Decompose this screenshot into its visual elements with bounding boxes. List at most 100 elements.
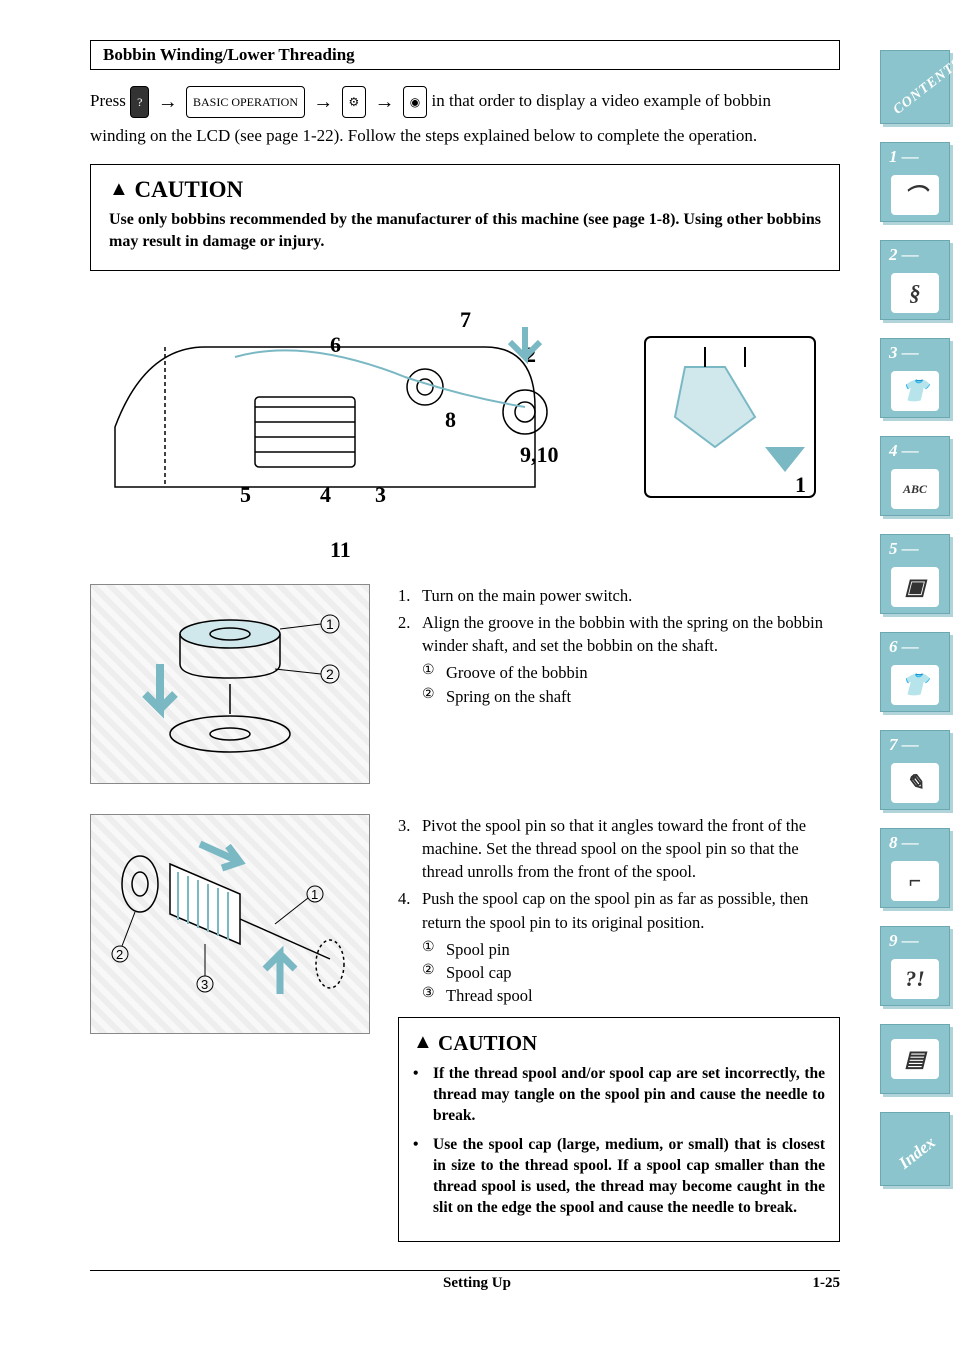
press-prefix: Press [90,91,126,110]
section-header: Bobbin Winding/Lower Threading [90,40,840,70]
caution-bullet-text: If the thread spool and/or spool cap are… [433,1064,825,1127]
caution-box-1: ▲ CAUTION Use only bobbins recommended b… [90,164,840,271]
sewing-machine-icon: ⌒ [891,175,939,215]
tab-num: 4 — [889,441,919,461]
design-icon: ✎ [891,763,939,803]
video-button-icon: ◉ [403,86,427,118]
step-num: 4. [398,887,422,933]
tab-num: 3 — [889,343,919,363]
tab-num: 1 — [889,147,919,167]
sub-text: Spool cap [446,961,512,984]
steps-row-2: 1 2 3 3.Pivot the spool pin so that it a… [90,814,840,1242]
step-text: Align the groove in the bobbin with the … [422,611,840,657]
tab-chapter-5[interactable]: 5 — ▣ [880,534,950,614]
tab-label: CONTENTS [891,55,954,118]
tab-num: 7 — [889,735,919,755]
tab-num: 5 — [889,539,919,559]
pages-icon: ▤ [891,1039,939,1079]
tab-chapter-3[interactable]: 3 — 👕 [880,338,950,418]
step-text: Push the spool cap on the spool pin as f… [422,887,840,933]
tab-chapter-4[interactable]: 4 — ABC [880,436,950,516]
main-diagram: 7 6 2 8 9,10 5 4 3 11 1 [90,287,840,572]
press-instruction: Press ? → BASIC OPERATION → ⚙ → ◉ in tha… [90,86,840,118]
tab-num: 9 — [889,931,919,951]
tab-chapter-9[interactable]: 9 —?! [880,926,950,1006]
svg-text:1: 1 [326,616,334,632]
svg-text:1: 1 [795,472,806,497]
svg-text:11: 11 [330,537,351,562]
svg-text:5: 5 [240,482,251,507]
sub-num: ② [422,685,446,708]
svg-text:7: 7 [460,307,471,332]
bobbin-figure: 1 2 [90,584,380,784]
caution-bullet-text: Use the spool cap (large, medium, or sma… [433,1135,825,1219]
shirt-icon: 👕 [891,371,939,411]
warning-icon: ▲ [413,1031,433,1053]
side-tabs: CONTENTS 1 — ⌒ 2 — § 3 — 👕 4 — ABC 5 — ▣ 6 — 👕… [880,50,954,1204]
bullet: • [413,1064,433,1127]
step-text: Pivot the spool pin so that it angles to… [422,814,840,883]
arrow-icon: → [313,91,333,113]
sub-num: ② [422,961,446,984]
footer-page-num: 1-25 [813,1275,841,1292]
tab-chapter-7[interactable]: 7 — ✎ [880,730,950,810]
svg-text:1: 1 [311,887,318,902]
tab-num: 8 — [889,833,919,853]
svg-text:2: 2 [116,947,123,962]
footer-center: Setting Up [443,1275,511,1292]
sub-num: ① [422,938,446,961]
spool-figure: 1 2 3 [90,814,380,1242]
section-header-text: Bobbin Winding/Lower Threading [103,45,355,64]
svg-text:8: 8 [445,407,456,432]
sub-text: Spring on the shaft [446,685,571,708]
steps-row-1: 1 2 1.Turn on the main power switch. 2.A… [90,584,840,784]
thread-icon: § [891,273,939,313]
help-button-icon: ? [130,86,149,118]
step-text: Turn on the main power switch. [422,584,632,607]
tab-chapter-8[interactable]: 8 —⌐ [880,828,950,908]
tab-chapter-1[interactable]: 1 — ⌒ [880,142,950,222]
warning-icon: ▲ [109,178,129,200]
svg-text:6: 6 [330,332,341,357]
step-num: 3. [398,814,422,883]
tab-num: 2 — [889,245,919,265]
caution-label: CAUTION [135,177,244,202]
bullet: • [413,1135,433,1219]
tab-chapter-2[interactable]: 2 — § [880,240,950,320]
caution-label: CAUTION [438,1031,537,1055]
svg-text:2: 2 [326,666,334,682]
tab-index[interactable]: Index [880,1112,950,1186]
sub-text: Thread spool [446,984,533,1007]
steps-text-2: 3.Pivot the spool pin so that it angles … [398,814,840,1242]
step-num: 1. [398,584,422,607]
svg-text:4: 4 [320,482,331,507]
svg-text:3: 3 [201,977,208,992]
tab-label: Index [895,1133,939,1174]
tab-chapter-6[interactable]: 6 — 👕 [880,632,950,712]
abc-icon: ABC [891,469,939,509]
tab-contents[interactable]: CONTENTS [880,50,950,124]
press-suffix: in that order to display a video example… [432,91,771,110]
sub-num: ③ [422,984,446,1007]
arrow-icon: → [158,91,178,113]
basic-operation-button: BASIC OPERATION [186,86,305,118]
sub-num: ① [422,661,446,684]
caution-text: Use only bobbins recommended by the manu… [109,209,821,252]
svg-text:3: 3 [375,482,386,507]
step-num: 2. [398,611,422,657]
follow-text: winding on the LCD (see page 1-22). Foll… [90,126,840,146]
tab-num: 6 — [889,637,919,657]
arrow-icon: → [375,91,395,113]
sub-text: Groove of the bobbin [446,661,588,684]
sub-text: Spool pin [446,938,510,961]
steps-text-1: 1.Turn on the main power switch. 2.Align… [398,584,840,784]
page-footer: Setting Up 1-25 [90,1270,840,1292]
help-icon: ?! [891,959,939,999]
bobbin-button-icon: ⚙ [342,86,367,118]
svg-text:9,10: 9,10 [520,442,559,467]
caution-title: ▲ CAUTION [109,177,821,203]
caution-title: ▲ CAUTION [413,1028,825,1058]
embroidery-icon: 👕 [891,665,939,705]
tab-appendix[interactable]: ▤ [880,1024,950,1094]
frame-icon: ▣ [891,567,939,607]
